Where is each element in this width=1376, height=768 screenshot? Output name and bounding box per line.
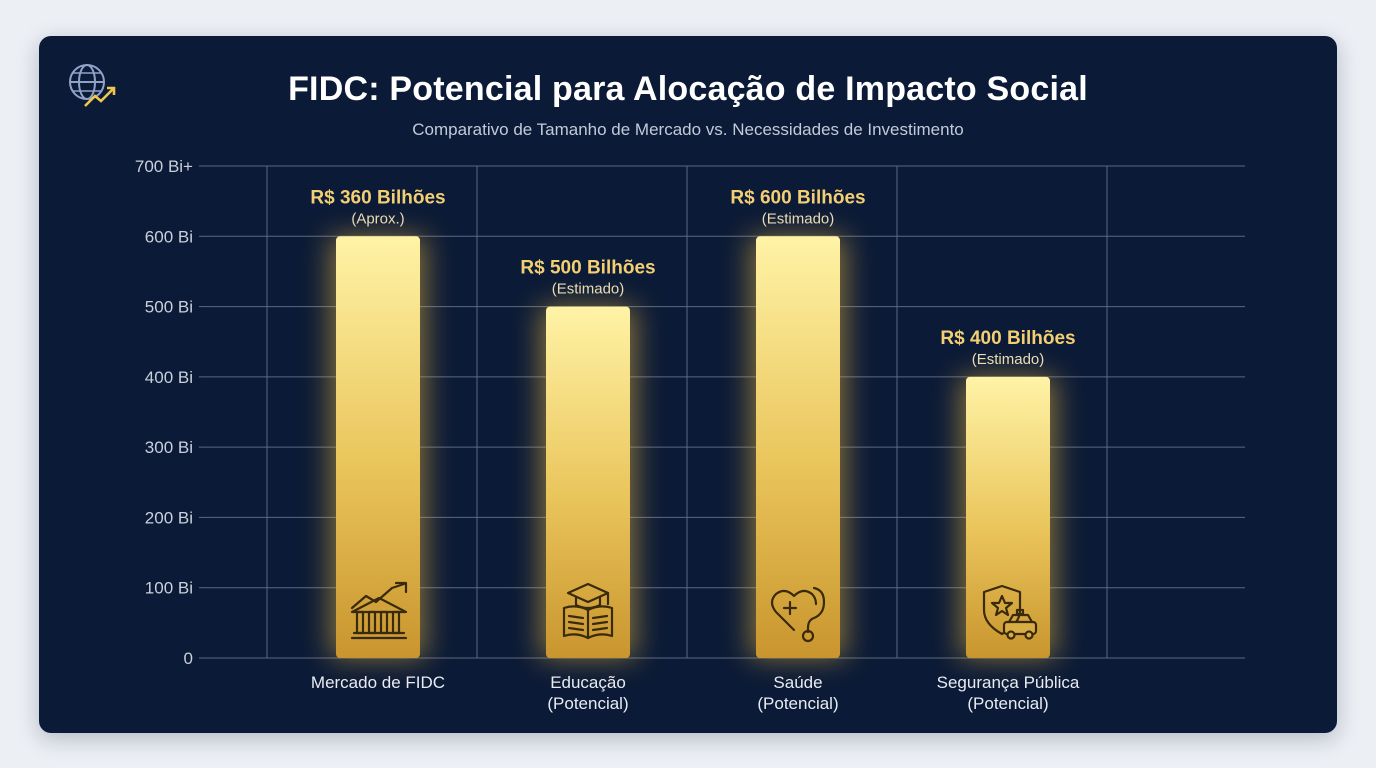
- globe-growth-icon: [69, 64, 116, 107]
- xtick-label: (Potencial): [967, 694, 1048, 713]
- bar-value-label: R$ 600 Bilhões: [730, 187, 865, 208]
- xtick-label: (Potencial): [757, 694, 838, 713]
- ytick-label: 100 Bi: [145, 579, 193, 598]
- ytick-label: 700 Bi+: [135, 157, 193, 176]
- xtick-label: Mercado de FIDC: [311, 673, 445, 692]
- finance-growth-icon: [350, 581, 408, 640]
- health-heart-stethoscope-icon: [770, 586, 826, 643]
- chart-card: FIDC: Potencial para Alocação de Impacto…: [39, 36, 1337, 733]
- xtick-label: Saúde: [773, 673, 822, 692]
- xtick-label: (Potencial): [547, 694, 628, 713]
- bar: [336, 236, 420, 659]
- bar: [966, 376, 1050, 658]
- education-book-icon: [562, 582, 614, 640]
- bar: [756, 236, 840, 659]
- xtick-label: Educação: [550, 673, 626, 692]
- bar-value-label: R$ 500 Bilhões: [520, 258, 655, 279]
- xtick-label: Segurança Pública: [937, 673, 1080, 692]
- bar-value-note: (Estimado): [972, 351, 1045, 368]
- ytick-label: 300 Bi: [145, 438, 193, 457]
- bar-value-note: (Estimado): [552, 281, 625, 298]
- bar-value-label: R$ 400 Bilhões: [940, 328, 1075, 349]
- chart-title: FIDC: Potencial para Alocação de Impacto…: [288, 70, 1088, 108]
- public-security-shield-car-icon: [982, 584, 1038, 640]
- ytick-label: 500 Bi: [145, 298, 193, 317]
- bar-chart: 0 100 Bi 200 Bi 300 Bi 400 Bi 500 Bi 600 Bi 700…: [135, 157, 1245, 713]
- bar-value-note: (Aprox.): [351, 210, 404, 227]
- bar-value-note: (Estimado): [762, 210, 835, 227]
- ytick-label: 0: [184, 649, 193, 668]
- chart-subtitle: Comparativo de Tamanho de Mercado vs. Ne…: [412, 120, 964, 139]
- ytick-label: 600 Bi: [145, 227, 193, 246]
- bar-value-label: R$ 360 Bilhões: [310, 187, 445, 208]
- ytick-label: 400 Bi: [145, 368, 193, 387]
- bar: [546, 306, 630, 658]
- ytick-label: 200 Bi: [145, 508, 193, 527]
